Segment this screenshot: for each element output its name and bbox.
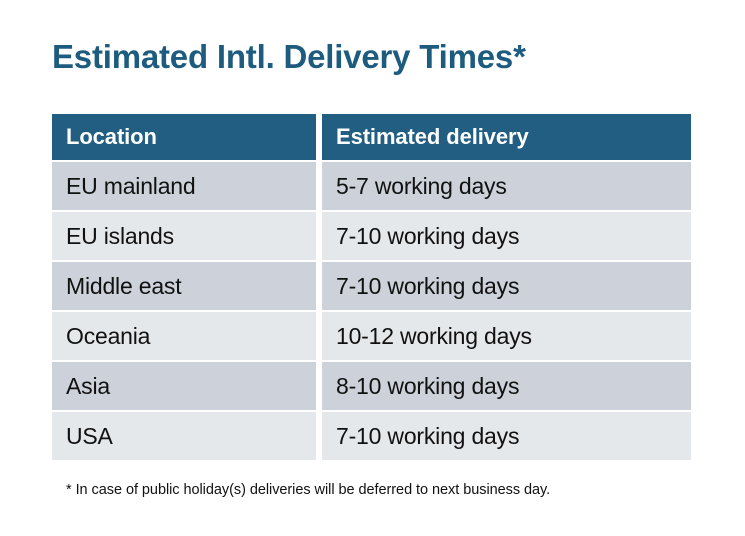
cell-delivery-text: 7-10 working days (336, 422, 520, 449)
cell-delivery: 7-10 working days (322, 212, 691, 260)
cell-delivery: 8-10 working days (322, 362, 691, 410)
cell-location: EU islands (52, 212, 316, 260)
column-header-location-label: Location (66, 124, 157, 149)
cell-location-text: EU mainland (66, 172, 196, 199)
column-header-location: Location (52, 114, 316, 160)
cell-delivery-text: 7-10 working days (336, 222, 520, 249)
cell-location-text: Oceania (66, 322, 151, 349)
table-row: EU islands 7-10 working days (52, 212, 691, 260)
cell-delivery: 5-7 working days (322, 162, 691, 210)
cell-delivery: 10-12 working days (322, 312, 691, 360)
cell-location-text: EU islands (66, 222, 174, 249)
table-row: Asia 8-10 working days (52, 362, 691, 410)
table-header-row: Location Estimated delivery (52, 114, 691, 160)
cell-location: EU mainland (52, 162, 316, 210)
cell-delivery-text: 7-10 working days (336, 272, 520, 299)
cell-location-text: USA (66, 422, 113, 449)
cell-location: Asia (52, 362, 316, 410)
column-header-estimated-delivery: Estimated delivery (322, 114, 691, 160)
cell-location-text: Asia (66, 372, 110, 399)
cell-delivery: 7-10 working days (322, 412, 691, 460)
cell-location: Middle east (52, 262, 316, 310)
delivery-times-table: Location Estimated delivery EU mainland … (52, 114, 691, 462)
cell-delivery: 7-10 working days (322, 262, 691, 310)
table-row: EU mainland 5-7 working days (52, 162, 691, 210)
cell-delivery-text: 8-10 working days (336, 372, 520, 399)
page-title: Estimated Intl. Delivery Times* (52, 38, 526, 75)
table-row: Middle east 7-10 working days (52, 262, 691, 310)
table-row: USA 7-10 working days (52, 412, 691, 460)
footnote: * In case of public holiday(s) deliverie… (66, 482, 551, 498)
cell-delivery-text: 10-12 working days (336, 322, 532, 349)
table-row: Oceania 10-12 working days (52, 312, 691, 360)
column-header-estimated-delivery-label: Estimated delivery (336, 124, 529, 149)
cell-location: Oceania (52, 312, 316, 360)
cell-location: USA (52, 412, 316, 460)
cell-delivery-text: 5-7 working days (336, 172, 507, 199)
cell-location-text: Middle east (66, 272, 182, 299)
